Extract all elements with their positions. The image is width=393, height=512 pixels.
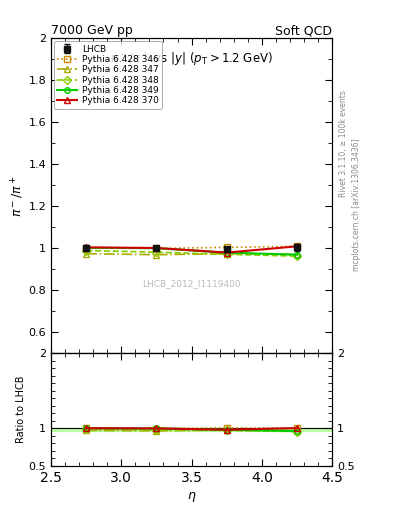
Pythia 6.428 349	[224, 249, 229, 255]
X-axis label: $\eta$: $\eta$	[187, 490, 196, 504]
Pythia 6.428 348	[224, 251, 229, 258]
Pythia 6.428 346	[84, 245, 88, 251]
Line: Pythia 6.428 370: Pythia 6.428 370	[83, 244, 300, 255]
Pythia 6.428 346	[154, 245, 159, 251]
Pythia 6.428 347	[154, 251, 159, 258]
Pythia 6.428 347	[295, 251, 299, 258]
Text: Rivet 3.1.10, ≥ 100k events: Rivet 3.1.10, ≥ 100k events	[339, 90, 348, 197]
Text: mcplots.cern.ch [arXiv:1306.3436]: mcplots.cern.ch [arXiv:1306.3436]	[352, 138, 361, 271]
Line: Pythia 6.428 346: Pythia 6.428 346	[83, 244, 300, 251]
Pythia 6.428 348	[154, 249, 159, 255]
Pythia 6.428 349	[84, 245, 88, 251]
Pythia 6.428 347	[224, 250, 229, 257]
Line: Pythia 6.428 347: Pythia 6.428 347	[83, 251, 300, 258]
Text: 7000 GeV pp: 7000 GeV pp	[51, 24, 133, 37]
Pythia 6.428 370	[84, 244, 88, 250]
Pythia 6.428 348	[295, 253, 299, 259]
Text: Soft QCD: Soft QCD	[275, 24, 332, 37]
Pythia 6.428 349	[295, 251, 299, 258]
Pythia 6.428 370	[295, 243, 299, 249]
Pythia 6.428 346	[295, 243, 299, 249]
Text: $\pi^-/\pi^+$ vs $|y|$ ($p_{\rm T} > 1.2$ GeV): $\pi^-/\pi^+$ vs $|y|$ ($p_{\rm T} > 1.2…	[110, 51, 273, 69]
Legend: LHCB, Pythia 6.428 346, Pythia 6.428 347, Pythia 6.428 348, Pythia 6.428 349, Py: LHCB, Pythia 6.428 346, Pythia 6.428 347…	[54, 41, 162, 109]
Pythia 6.428 349	[154, 245, 159, 251]
Line: Pythia 6.428 349: Pythia 6.428 349	[83, 245, 300, 258]
Text: LHCB_2012_I1119400: LHCB_2012_I1119400	[142, 280, 241, 289]
Pythia 6.428 347	[84, 250, 88, 257]
Y-axis label: Ratio to LHCB: Ratio to LHCB	[16, 376, 26, 443]
Pythia 6.428 370	[154, 245, 159, 251]
Pythia 6.428 348	[84, 247, 88, 253]
Y-axis label: $\pi^-/\pi^+$: $\pi^-/\pi^+$	[9, 175, 26, 217]
Line: Pythia 6.428 348: Pythia 6.428 348	[83, 248, 300, 259]
Pythia 6.428 370	[224, 249, 229, 255]
Pythia 6.428 346	[224, 244, 229, 250]
